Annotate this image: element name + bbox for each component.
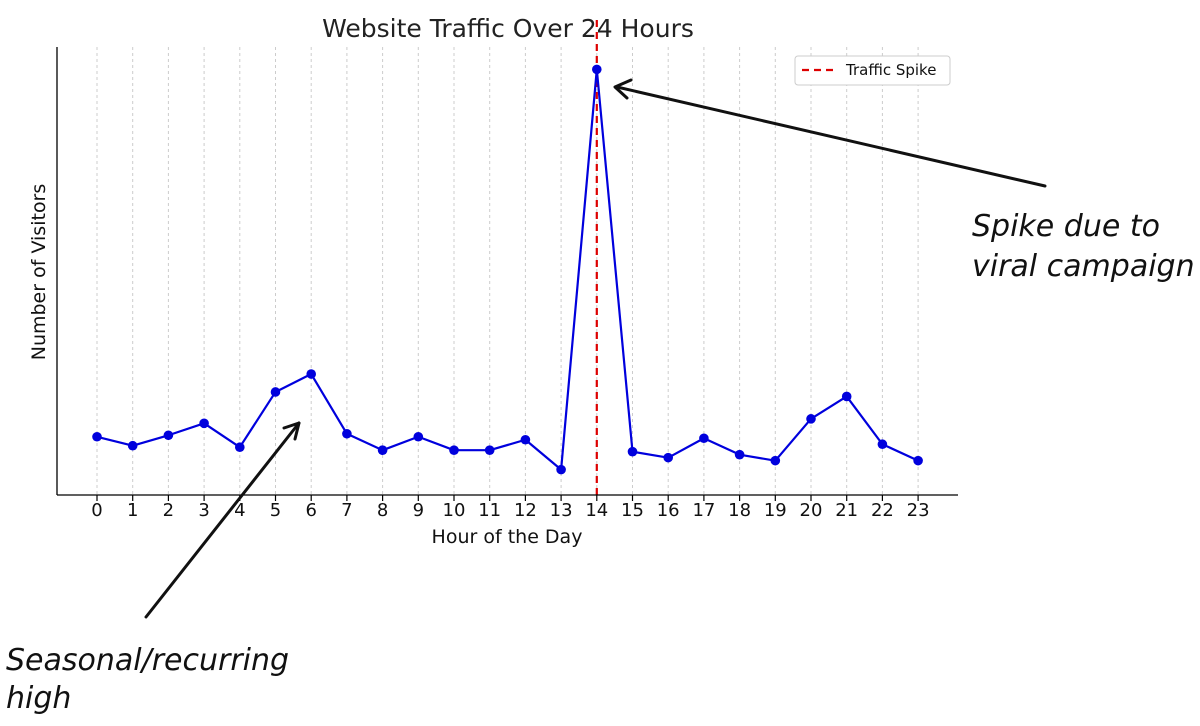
data-point <box>841 391 852 402</box>
data-point <box>806 414 816 424</box>
x-tick-label: 10 <box>443 500 466 521</box>
x-tick-label: 14 <box>585 500 608 521</box>
x-tick-label: 12 <box>514 500 537 521</box>
data-point <box>484 445 495 456</box>
x-tick-label: 20 <box>800 500 823 521</box>
x-tick-label: 17 <box>692 500 715 521</box>
data-point <box>663 452 673 463</box>
data-point <box>235 442 245 453</box>
x-tick-label: 13 <box>550 500 573 521</box>
annotation-arrowhead-seasonal <box>282 421 301 441</box>
series-line <box>96 68 919 471</box>
data-point <box>413 431 424 442</box>
x-tick-labels: 0 1 2 3 4 5 6 7 8 9 10 11 12 13 14 15 16 17 18 19 20 21 22 23 <box>91 500 929 521</box>
x-ticks <box>96 495 919 501</box>
data-point <box>877 439 888 450</box>
data-point <box>199 418 209 429</box>
annotation-spike: Spike due to viral campaign <box>613 78 1195 284</box>
x-tick-label: 21 <box>835 500 858 521</box>
data-point <box>127 440 138 451</box>
annotation-text-spike-line1: Spike due to <box>972 209 1160 244</box>
legend-box <box>794 55 951 86</box>
vertical-grid <box>96 47 919 495</box>
data-point <box>770 455 781 466</box>
chart-title: Website Traffic Over 24 Hours <box>322 14 694 43</box>
y-axis-label: Number of Visitors <box>28 184 50 361</box>
x-tick-label: 3 <box>198 500 209 521</box>
x-tick-label: 23 <box>907 500 930 521</box>
annotation-text-spike-line2: viral campaign <box>972 249 1195 284</box>
annotation-seasonal: Seasonal/recurring high <box>6 421 301 716</box>
x-tick-label: 5 <box>270 500 281 521</box>
data-point <box>342 428 352 439</box>
x-tick-label: 11 <box>478 500 501 521</box>
data-point <box>306 369 317 379</box>
annotation-arrow-spike <box>615 85 1047 188</box>
legend-label: Traffic Spike <box>845 61 936 79</box>
x-tick-label: 22 <box>871 500 894 521</box>
data-point <box>913 455 923 466</box>
data-point <box>163 430 174 441</box>
x-tick-label: 2 <box>163 500 174 521</box>
x-tick-label: 15 <box>621 500 644 521</box>
data-point <box>734 449 745 460</box>
x-tick-label: 4 <box>234 500 245 521</box>
x-tick-label: 1 <box>127 500 138 521</box>
x-tick-label: 16 <box>657 500 680 521</box>
data-point <box>377 445 388 456</box>
annotation-text-seasonal-line2: high <box>6 681 71 716</box>
annotation-arrowhead-spike <box>613 78 633 100</box>
x-tick-label: 9 <box>413 500 424 521</box>
x-tick-label: 6 <box>305 500 316 521</box>
data-point <box>556 464 566 475</box>
annotation-arrow-seasonal <box>144 421 301 619</box>
legend: Traffic Spike <box>794 55 951 86</box>
x-tick-label: 8 <box>377 500 388 521</box>
series-points <box>92 64 923 475</box>
x-axis-label: Hour of the Day <box>432 526 583 548</box>
data-point <box>520 434 531 445</box>
data-point <box>627 446 638 457</box>
data-point <box>270 387 281 397</box>
data-point <box>699 433 709 444</box>
x-tick-label: 0 <box>91 500 102 521</box>
data-point <box>449 445 459 456</box>
x-tick-label: 18 <box>728 500 751 521</box>
annotation-text-seasonal-line1: Seasonal/recurring <box>6 643 289 678</box>
x-tick-label: 19 <box>764 500 787 521</box>
data-point <box>592 64 602 75</box>
x-tick-label: 7 <box>341 500 352 521</box>
data-point <box>92 431 102 442</box>
